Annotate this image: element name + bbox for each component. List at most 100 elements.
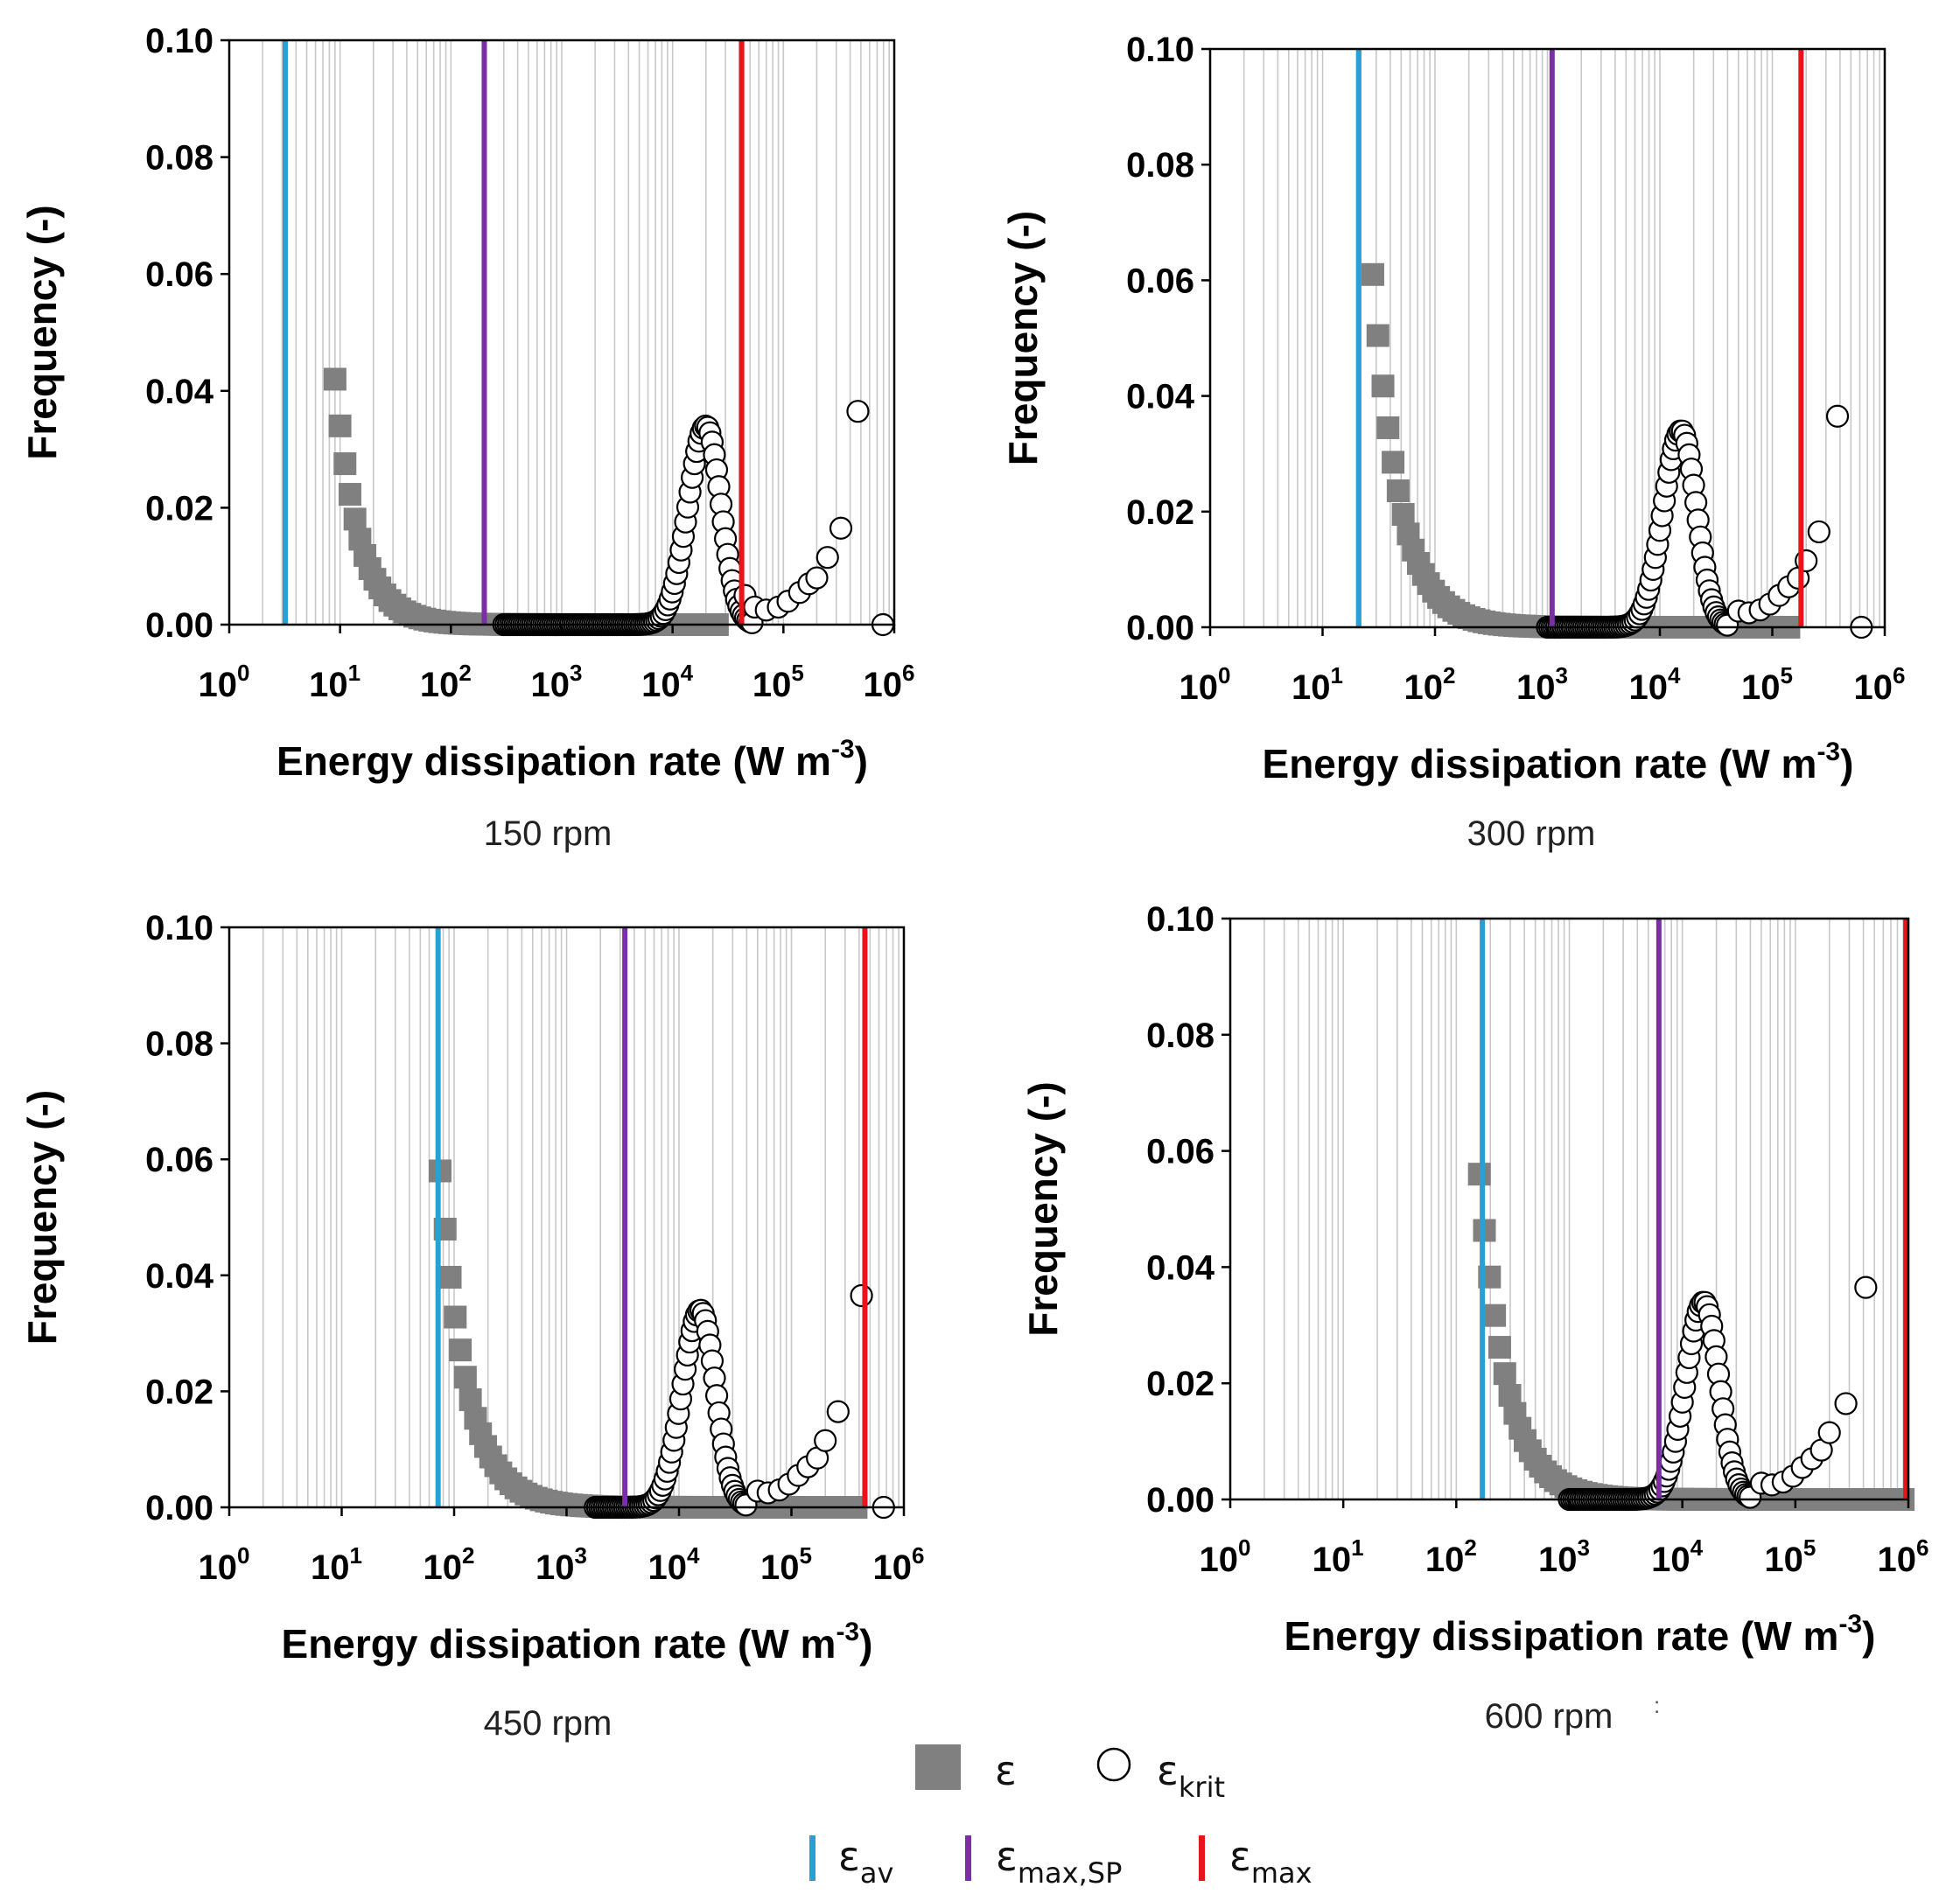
- epsilon-krit-point: [846, 400, 870, 423]
- x-tick-label: 100: [1180, 662, 1231, 707]
- y-tick-label: 0.04: [1146, 1248, 1215, 1287]
- y-tick-label: 0.06: [1146, 1133, 1214, 1171]
- legend-max-sp-line-marker: [965, 1835, 971, 1881]
- legend-krit-subscript: krit: [1179, 1771, 1225, 1804]
- stray-mark: :: [1654, 1692, 1660, 1718]
- epsilon-point: [1386, 479, 1410, 503]
- x-tick-label: 103: [1538, 1534, 1590, 1579]
- y-tick-label: 0.06: [1126, 262, 1194, 300]
- epsilon-point: [333, 452, 357, 476]
- y-tick-label: 0.04: [145, 373, 214, 411]
- legend: ε εkrit εav εmax,SP εmax: [809, 1744, 1312, 1890]
- x-tick-label: 100: [199, 1542, 250, 1587]
- legend-max-sp-subscript: max,SP: [1018, 1856, 1123, 1890]
- epsilon-krit-point: [826, 1400, 850, 1423]
- epsilon-point: [343, 507, 367, 531]
- epsilon-point: [1382, 451, 1405, 474]
- x-tick-label: 100: [199, 660, 250, 704]
- legend-epsilon-label: ε: [995, 1747, 1017, 1794]
- epsilon-point: [1488, 1336, 1511, 1359]
- y-tick-label: 0.00: [1126, 609, 1194, 647]
- y-tick-label: 0.02: [145, 1373, 214, 1411]
- y-axis-label: Frequency (-): [19, 1090, 65, 1345]
- x-tick-label: 100: [1200, 1534, 1251, 1579]
- y-tick-label: 0.02: [1146, 1365, 1214, 1403]
- x-tick-label: 106: [873, 1542, 925, 1587]
- x-tick-label: 105: [760, 1542, 812, 1587]
- panel-caption: 150 rpm: [484, 814, 612, 853]
- x-tick-label: 101: [1292, 662, 1343, 707]
- x-tick-label: 105: [1741, 662, 1793, 707]
- epsilon-krit-series: [492, 400, 895, 637]
- chart-panels: 0.00 0.02 0.04 0.06 0.08 0.10 100 101 102 103 104 1…: [19, 22, 1928, 1743]
- x-tick-label: 106: [1854, 662, 1906, 707]
- y-tick-label: 0.00: [1146, 1481, 1214, 1520]
- y-tick-label: 0.02: [145, 489, 214, 528]
- legend-square-marker: [915, 1744, 961, 1790]
- y-axis-label: Frequency (-): [19, 205, 65, 459]
- epsilon-point: [1361, 262, 1384, 286]
- x-tick-label: 104: [1651, 1534, 1704, 1579]
- x-tick-label: 106: [864, 660, 915, 704]
- epsilon-krit-series: [1536, 404, 1873, 639]
- epsilon-krit-point: [816, 546, 839, 570]
- y-tick-label: 0.00: [145, 1489, 214, 1527]
- legend-max-subscript: max: [1251, 1856, 1312, 1890]
- epsilon-point: [1376, 416, 1400, 439]
- x-axis-label: Energy dissipation rate (W m-3): [1284, 1610, 1876, 1659]
- epsilon-krit-point: [1817, 1421, 1841, 1444]
- panel-caption: 600 rpm: [1485, 1697, 1614, 1736]
- x-tick-label: 101: [311, 1542, 362, 1587]
- x-tick-label: 104: [648, 1542, 701, 1587]
- x-tick-label: 102: [1404, 662, 1456, 707]
- epsilon-krit-point: [829, 516, 853, 540]
- epsilon-krit-point: [1807, 520, 1830, 544]
- x-tick-label: 103: [1516, 662, 1568, 707]
- legend-max-line-marker: [1199, 1835, 1205, 1881]
- y-tick-label: 0.00: [145, 606, 214, 645]
- epsilon-point: [1467, 1163, 1491, 1186]
- epsilon-point: [1366, 324, 1390, 347]
- y-tick-label: 0.04: [145, 1257, 214, 1296]
- y-tick-label: 0.10: [145, 22, 214, 60]
- x-axis-label: Energy dissipation rate (W m-3): [276, 735, 868, 784]
- panel-caption: 450 rpm: [484, 1704, 612, 1743]
- y-tick-label: 0.06: [145, 255, 214, 294]
- y-tick-label: 0.10: [1126, 31, 1194, 69]
- epsilon-krit-series: [1558, 1275, 1878, 1512]
- legend-epsilon-krit-label: εkrit: [1157, 1747, 1225, 1804]
- y-axis-label: Frequency (-): [1020, 1081, 1066, 1336]
- epsilon-krit-point: [1825, 404, 1850, 428]
- x-tick-label: 102: [424, 1542, 475, 1587]
- epsilon-point: [338, 483, 361, 507]
- x-tick-label: 106: [1878, 1534, 1929, 1579]
- epsilon-point: [1391, 503, 1415, 527]
- legend-epsilon-av-label: εav: [838, 1833, 893, 1890]
- y-tick-label: 0.10: [1146, 900, 1214, 939]
- y-tick-label: 0.02: [1126, 493, 1194, 532]
- x-tick-label: 105: [1764, 1534, 1816, 1579]
- legend-epsilon-max-sp-label: εmax,SP: [996, 1833, 1122, 1890]
- chart-panel-4: 0.00 0.02 0.04 0.06 0.08 0.10 100 101 102 103 104 1…: [1020, 900, 1928, 1736]
- y-tick-label: 0.08: [145, 1025, 214, 1064]
- y-tick-label: 0.10: [145, 909, 214, 947]
- y-tick-label: 0.08: [1126, 146, 1194, 185]
- legend-av-line-marker: [809, 1835, 816, 1881]
- x-tick-label: 104: [641, 660, 694, 704]
- panel-caption: 300 rpm: [1467, 814, 1596, 853]
- epsilon-krit-point: [850, 1283, 873, 1308]
- y-tick-label: 0.04: [1126, 378, 1195, 416]
- legend-circle-marker: [1096, 1747, 1131, 1782]
- x-axis-label: Energy dissipation rate (W m-3): [282, 1618, 873, 1667]
- epsilon-krit-point: [1854, 1275, 1878, 1299]
- epsilon-point: [1493, 1362, 1516, 1386]
- legend-epsilon-max-label: εmax: [1229, 1833, 1312, 1890]
- x-tick-label: 105: [752, 660, 804, 704]
- x-tick-label: 104: [1629, 662, 1682, 707]
- x-tick-label: 101: [309, 660, 360, 704]
- epsilon-krit-point: [814, 1429, 837, 1452]
- epsilon-krit-point: [1834, 1392, 1858, 1415]
- epsilon-point: [328, 414, 352, 437]
- x-tick-label: 101: [1312, 1534, 1364, 1579]
